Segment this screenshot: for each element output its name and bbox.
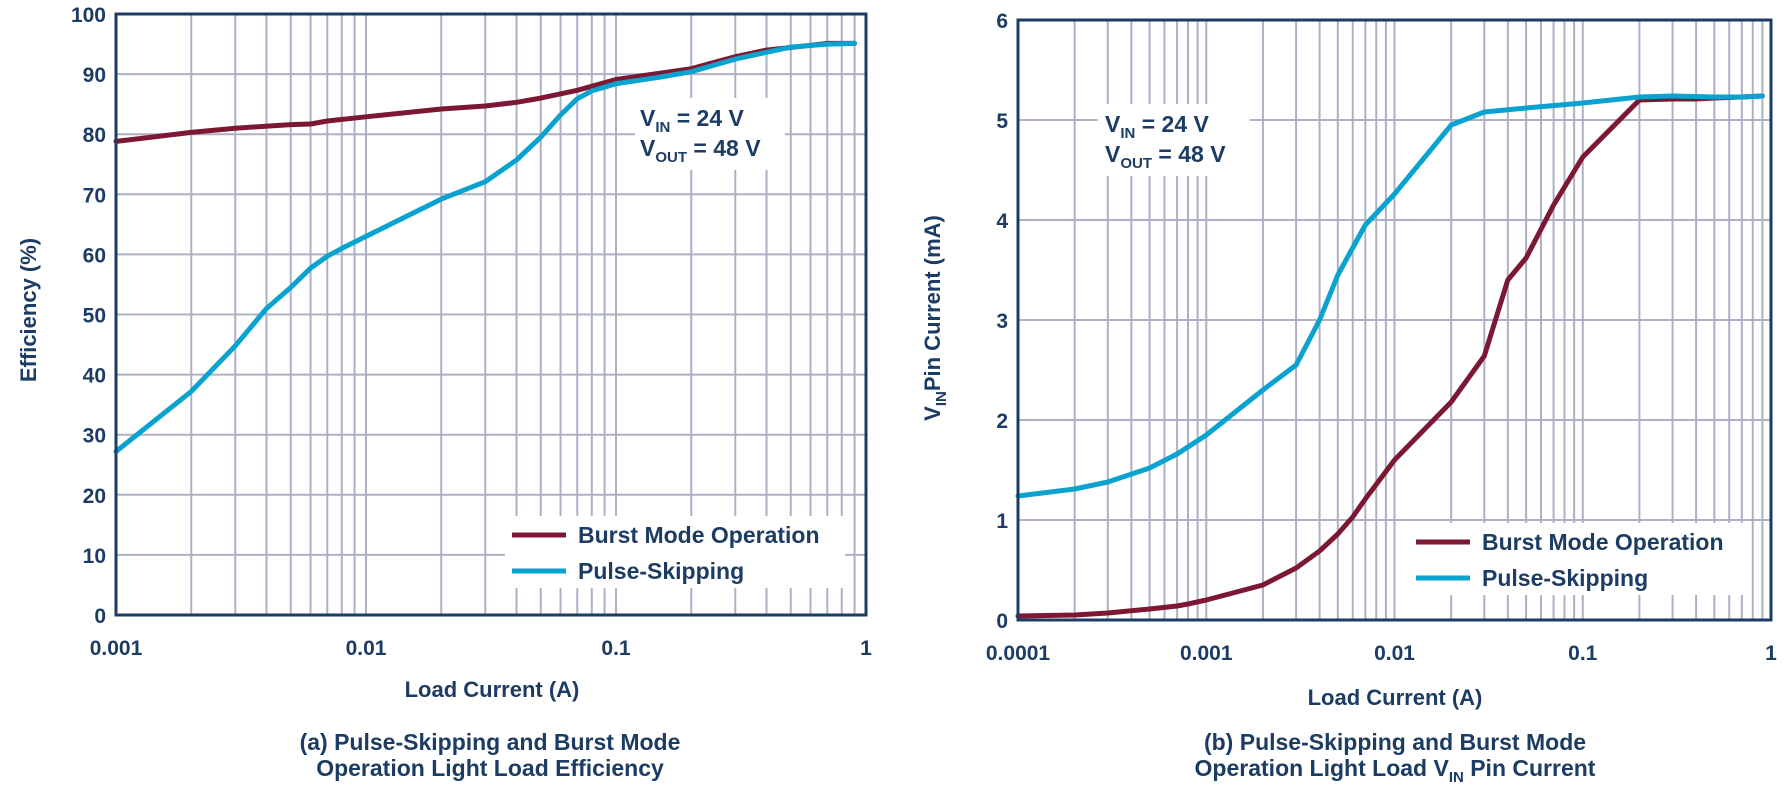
chart-a-plot-frame: [114, 12, 868, 617]
chart-a-grid: [116, 14, 866, 615]
a-y-tick-label: 100: [71, 4, 106, 27]
a-y-tick-label: 50: [83, 305, 106, 328]
chart-a-annotation-vout: VOUT = 48 V: [640, 135, 761, 166]
chart-b-annotation-vout: VOUT = 48 V: [1105, 141, 1226, 172]
b-x-tick-label: 0.001: [1180, 642, 1233, 665]
chart-b-x-axis-label: Load Current (A): [1308, 685, 1483, 710]
chart-b-series: [1015, 93, 1765, 619]
b-y-tick-label: 0: [996, 610, 1008, 633]
a-x-tick-label: 0.01: [346, 637, 387, 660]
b-y-tick-label: 2: [996, 410, 1008, 433]
a-x-tick-label: 1: [860, 637, 872, 660]
b-y-tick-label: 3: [996, 310, 1008, 333]
chart-a-legend-background: [505, 516, 845, 588]
chart-a-x-axis-label: Load Current (A): [405, 677, 580, 702]
chart-a-y-axis-label: Efficiency (%): [16, 238, 41, 382]
a-y-tick-label: 60: [83, 244, 106, 267]
b-y-tick-label: 4: [996, 210, 1008, 233]
chart-a-legend: Burst Mode Operation Pulse-Skipping: [512, 522, 820, 584]
b-x-tick-label: 1: [1765, 642, 1777, 665]
a-x-tick-label: 0.1: [601, 637, 631, 660]
b-series-burst-line: [1015, 93, 1765, 619]
chart-b: Burst Mode Operation Pulse-Skipping VIN …: [920, 10, 1777, 786]
chart-a-legend-label-burst: Burst Mode Operation: [578, 522, 820, 548]
a-y-tick-label: 0: [94, 605, 106, 628]
chart-a-y-tick-labels: 0 10 20 30 40 50 60 70 80 90 100: [71, 4, 106, 628]
a-x-tick-label: 0.001: [90, 637, 143, 660]
a-y-tick-label: 40: [83, 365, 106, 388]
chart-a-annotation-background: [635, 98, 785, 170]
b-x-tick-label: 0.1: [1568, 642, 1598, 665]
chart-a-legend-label-pulse: Pulse-Skipping: [578, 558, 744, 584]
b-y-tick-label: 1: [996, 510, 1008, 533]
chart-b-annotation-background: [1098, 104, 1250, 176]
a-y-tick-label: 20: [83, 485, 106, 508]
chart-b-y-axis-label: VINPin Current (mA): [920, 215, 950, 421]
chart-a-x-tick-labels: 0.001 0.01 0.1 1: [90, 637, 872, 660]
chart-a-series: [113, 40, 858, 454]
chart-a-annotation-vin: VIN = 24 V: [640, 105, 745, 136]
chart-a-caption-line1: (a) Pulse-Skipping and Burst Mode: [300, 729, 681, 755]
chart-b-legend-background: [1408, 523, 1750, 595]
chart-b-legend: Burst Mode Operation Pulse-Skipping: [1416, 529, 1724, 591]
chart-b-caption-line2: Operation Light Load VIN Pin Current: [1195, 755, 1596, 786]
chart-b-caption-line1: (b) Pulse-Skipping and Burst Mode: [1204, 729, 1586, 755]
a-y-tick-label: 30: [83, 425, 106, 448]
chart-b-legend-label-pulse: Pulse-Skipping: [1482, 565, 1648, 591]
a-y-tick-label: 80: [83, 124, 106, 147]
b-x-tick-label: 0.01: [1374, 642, 1415, 665]
a-y-tick-label: 10: [83, 545, 106, 568]
b-y-tick-label: 5: [996, 110, 1008, 133]
chart-b-x-tick-labels: 0.0001 0.001 0.01 0.1 1: [986, 642, 1777, 665]
a-y-tick-label: 90: [83, 64, 106, 87]
a-series-pulse-line: [113, 40, 858, 454]
b-series-pulse-line: [1015, 93, 1765, 499]
b-y-tick-label: 6: [996, 10, 1008, 33]
b-x-tick-label: 0.0001: [986, 642, 1051, 665]
chart-a: Burst Mode Operation Pulse-Skipping VIN …: [16, 4, 872, 781]
chart-b-legend-label-burst: Burst Mode Operation: [1482, 529, 1724, 555]
chart-b-annotation-vin: VIN = 24 V: [1105, 111, 1210, 142]
chart-a-caption-line2: Operation Light Load Efficiency: [316, 755, 664, 781]
a-y-tick-label: 70: [83, 184, 106, 207]
chart-b-plot-frame: [1016, 18, 1773, 622]
chart-b-y-tick-labels: 0 1 2 3 4 5 6: [996, 10, 1008, 633]
